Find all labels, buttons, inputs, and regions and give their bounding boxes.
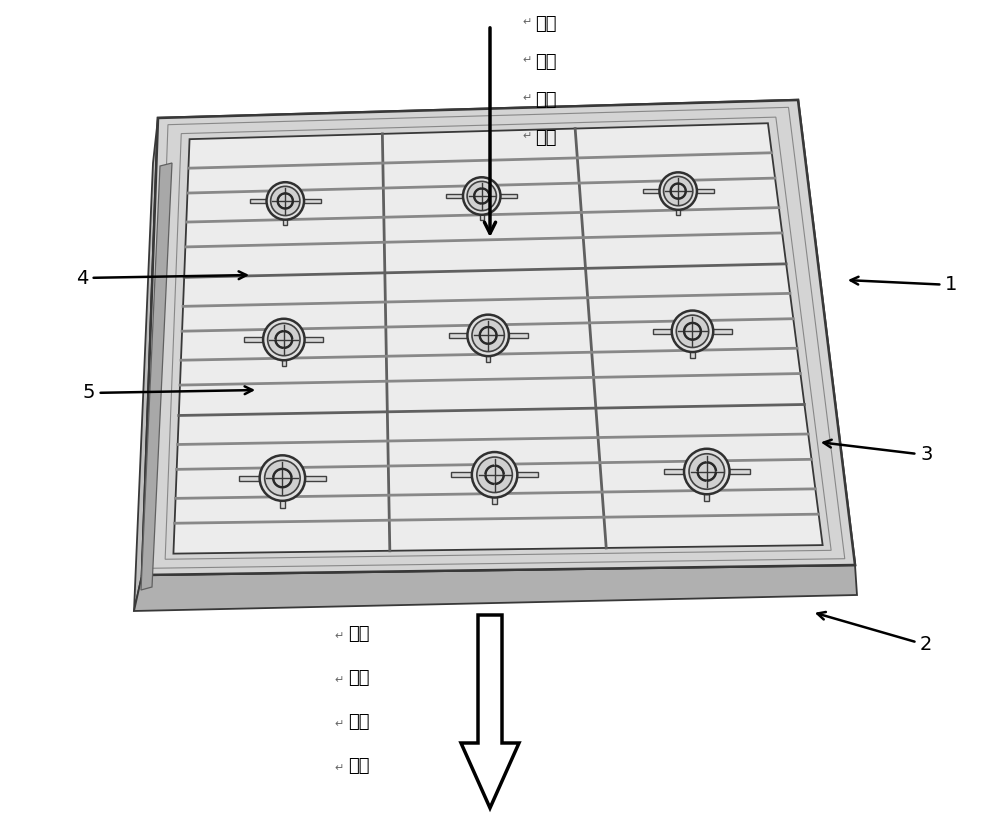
Bar (451, 472, 538, 477)
Text: 太赫: 太赫 (348, 713, 370, 731)
Polygon shape (461, 615, 519, 808)
Circle shape (477, 457, 512, 492)
Text: ↵: ↵ (335, 675, 344, 685)
Text: 5: 5 (82, 384, 252, 402)
Bar (449, 333, 528, 338)
Circle shape (659, 172, 697, 210)
Text: ↵: ↵ (523, 55, 532, 65)
Text: ↵: ↵ (523, 131, 532, 141)
Polygon shape (134, 118, 158, 611)
Text: 被调: 被调 (348, 625, 370, 643)
Circle shape (260, 456, 305, 501)
Bar (446, 194, 517, 198)
Text: 兹波: 兹波 (348, 757, 370, 775)
Polygon shape (173, 123, 823, 553)
Bar (480, 196, 484, 221)
Circle shape (664, 176, 693, 206)
Bar (282, 339, 286, 366)
Bar (653, 329, 732, 334)
Bar (486, 335, 490, 362)
Circle shape (467, 314, 509, 356)
Circle shape (689, 454, 725, 489)
Polygon shape (134, 565, 857, 611)
Text: 3: 3 (824, 440, 932, 465)
Circle shape (672, 310, 713, 352)
Text: 传播: 传播 (535, 53, 556, 71)
Circle shape (472, 452, 517, 497)
Text: 空间: 空间 (535, 15, 556, 33)
Circle shape (684, 449, 730, 494)
Bar (283, 201, 287, 226)
Text: 兹波: 兹波 (535, 129, 556, 147)
Polygon shape (142, 100, 855, 575)
Text: ↵: ↵ (523, 17, 532, 27)
Text: 1: 1 (851, 276, 957, 294)
Text: ↵: ↵ (335, 631, 344, 641)
Circle shape (271, 186, 300, 216)
Text: ↵: ↵ (335, 719, 344, 729)
Bar (280, 478, 285, 507)
Bar (239, 476, 326, 481)
Bar (250, 199, 321, 203)
Text: ↵: ↵ (335, 763, 344, 773)
Circle shape (463, 177, 500, 215)
Text: 2: 2 (817, 612, 932, 655)
Bar (643, 189, 714, 193)
Text: ↵: ↵ (523, 93, 532, 103)
Circle shape (268, 324, 300, 355)
Bar (676, 191, 680, 216)
Circle shape (267, 182, 304, 220)
Bar (690, 331, 695, 359)
Bar (244, 337, 323, 342)
Bar (664, 469, 750, 474)
Bar (704, 472, 709, 501)
Circle shape (265, 461, 300, 496)
Text: 4: 4 (76, 268, 246, 288)
Bar (492, 475, 497, 504)
Circle shape (676, 315, 709, 348)
Text: 制的: 制的 (348, 669, 370, 687)
Circle shape (467, 181, 496, 211)
Circle shape (472, 319, 504, 352)
Circle shape (263, 319, 305, 360)
Text: 太赫: 太赫 (535, 91, 556, 109)
Polygon shape (141, 163, 172, 590)
Polygon shape (142, 100, 855, 575)
